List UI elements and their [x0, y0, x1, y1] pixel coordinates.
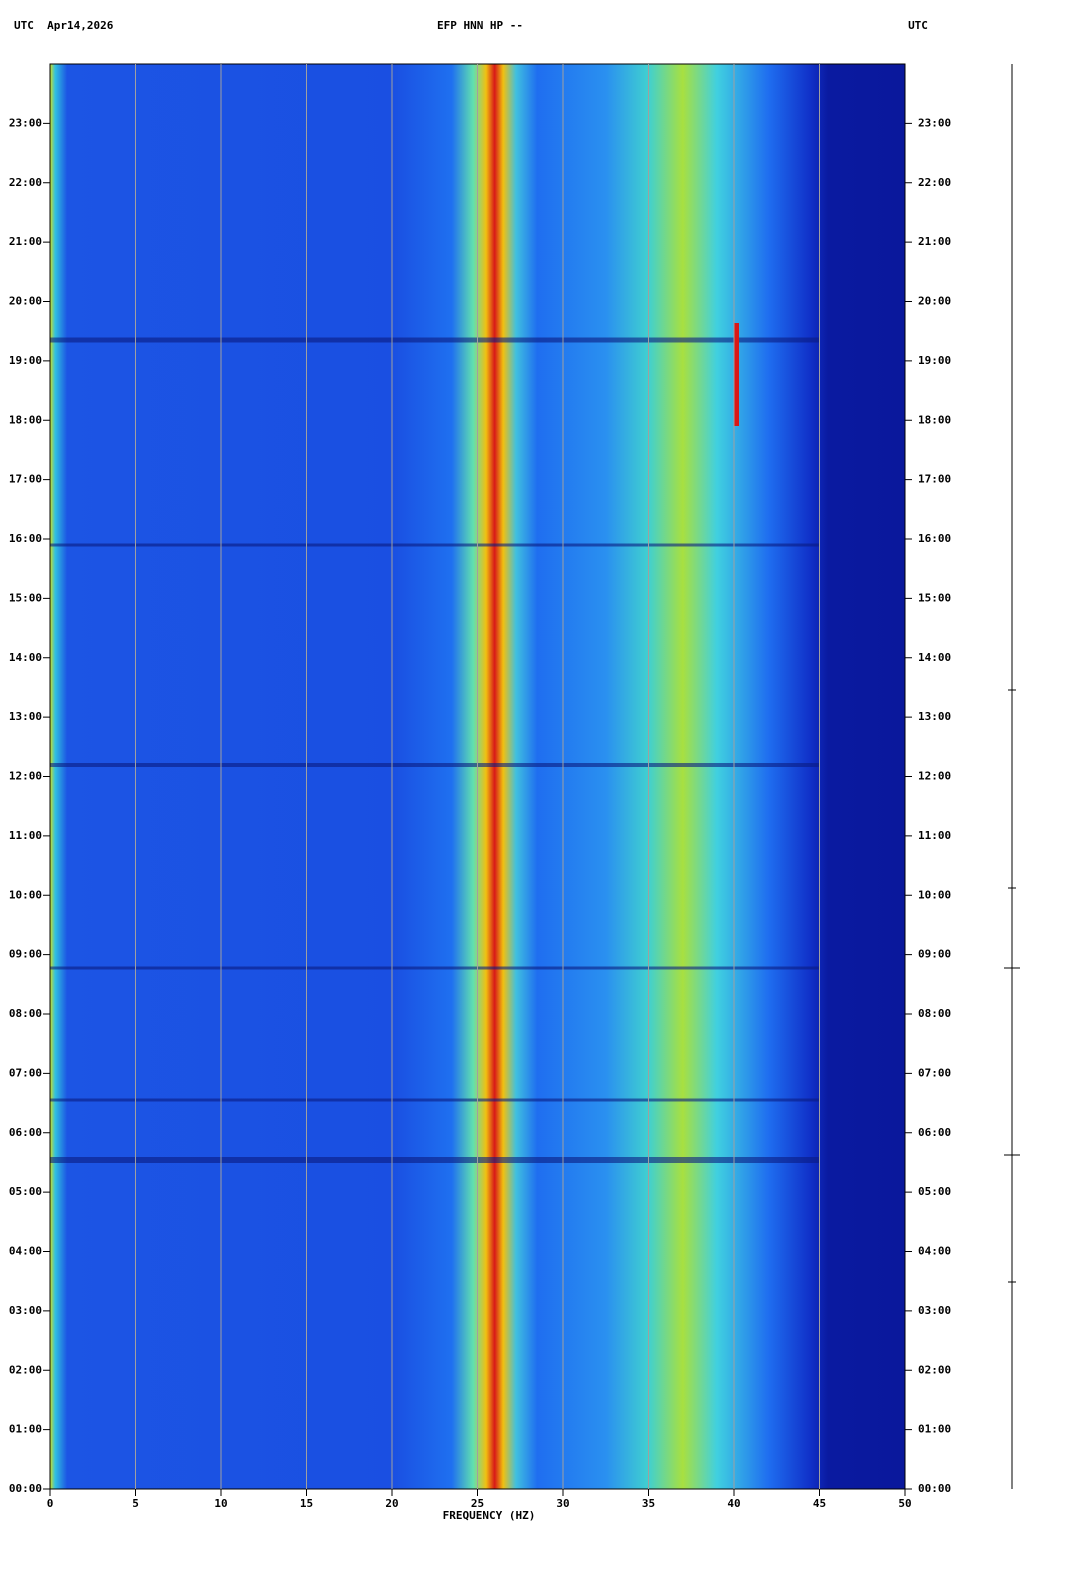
y-tick-label: 07:00 [9, 1066, 42, 1079]
y-tick-label: 06:00 [918, 1126, 951, 1139]
y-tick-label: 18:00 [9, 413, 42, 426]
y-tick-label: 18:00 [918, 413, 951, 426]
y-tick-label: 21:00 [918, 235, 951, 248]
dark-bands [50, 337, 820, 1163]
y-tick-label: 12:00 [918, 770, 951, 783]
y-tick-label: 22:00 [9, 176, 42, 189]
y-tick-label: 04:00 [9, 1245, 42, 1258]
x-tick-label: 20 [385, 1497, 398, 1510]
y-tick-label: 13:00 [918, 710, 951, 723]
y-tick-label: 09:00 [9, 948, 42, 961]
y-tick-label: 16:00 [918, 532, 951, 545]
y-tick-label: 22:00 [918, 176, 951, 189]
y-tick-label: 15:00 [918, 591, 951, 604]
y-tick-label: 17:00 [918, 473, 951, 486]
x-tick-label: 0 [47, 1497, 54, 1510]
y-tick-label: 03:00 [918, 1304, 951, 1317]
header-right: UTC [908, 19, 928, 32]
x-axis-label: FREQUENCY (HZ) [443, 1509, 536, 1522]
y-tick-label: 08:00 [9, 1007, 42, 1020]
x-tick-label: 5 [132, 1497, 139, 1510]
trace [1004, 64, 1020, 1489]
y-tick-label: 12:00 [9, 770, 42, 783]
x-tick-label: 25 [471, 1497, 484, 1510]
y-tick-label: 10:00 [9, 888, 42, 901]
x-tick-label: 40 [727, 1497, 740, 1510]
x-tick-label: 10 [214, 1497, 227, 1510]
chart-title: EFP HNN HP -- [437, 19, 523, 32]
x-tick-label: 35 [642, 1497, 655, 1510]
y-tick-label: 00:00 [9, 1482, 42, 1495]
y-tick-label: 02:00 [918, 1363, 951, 1376]
y-tick-label: 01:00 [918, 1423, 951, 1436]
spectral-line [734, 323, 739, 426]
y-tick-label: 23:00 [918, 116, 951, 129]
x-tick-label: 50 [898, 1497, 911, 1510]
y-tick-label: 06:00 [9, 1126, 42, 1139]
y-tick-label: 00:00 [918, 1482, 951, 1495]
y-tick-label: 14:00 [9, 651, 42, 664]
x-tick-label: 15 [300, 1497, 313, 1510]
y-tick-label: 10:00 [918, 888, 951, 901]
y-tick-label: 20:00 [918, 295, 951, 308]
y-tick-label: 11:00 [9, 829, 42, 842]
y-tick-label: 16:00 [9, 532, 42, 545]
y-tick-label: 19:00 [918, 354, 951, 367]
y-tick-label: 20:00 [9, 295, 42, 308]
x-tick-label: 45 [813, 1497, 826, 1510]
y-tick-label: 07:00 [918, 1066, 951, 1079]
y-tick-label: 03:00 [9, 1304, 42, 1317]
y-tick-label: 08:00 [918, 1007, 951, 1020]
y-tick-label: 21:00 [9, 235, 42, 248]
x-tick-label: 30 [556, 1497, 569, 1510]
y-tick-label: 05:00 [918, 1185, 951, 1198]
y-tick-label: 05:00 [9, 1185, 42, 1198]
y-tick-label: 11:00 [918, 829, 951, 842]
y-tick-label: 17:00 [9, 473, 42, 486]
y-tick-label: 23:00 [9, 116, 42, 129]
y-tick-label: 09:00 [918, 948, 951, 961]
y-tick-label: 14:00 [918, 651, 951, 664]
y-tick-label: 01:00 [9, 1423, 42, 1436]
y-tick-label: 04:00 [918, 1245, 951, 1258]
y-tick-label: 19:00 [9, 354, 42, 367]
header-left: UTC Apr14,2026 [14, 19, 114, 32]
y-tick-label: 15:00 [9, 591, 42, 604]
y-tick-label: 02:00 [9, 1363, 42, 1376]
y-tick-label: 13:00 [9, 710, 42, 723]
